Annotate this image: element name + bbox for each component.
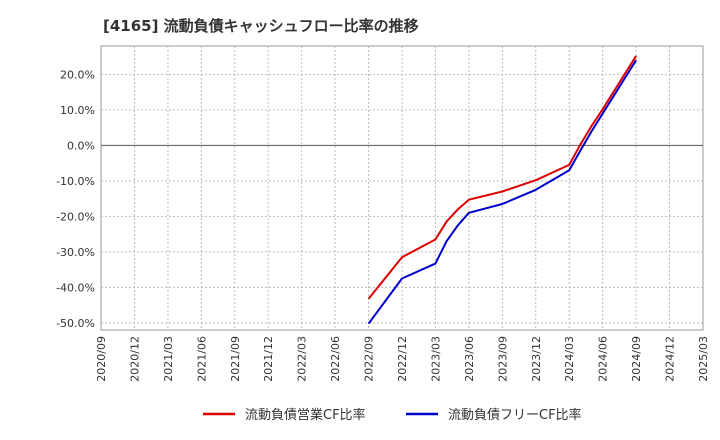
series-line-1 <box>367 55 637 300</box>
series-2-point <box>579 150 581 152</box>
series-1-point <box>535 179 537 181</box>
legend: 流動負債営業CF比率 流動負債フリーCF比率 <box>203 407 582 423</box>
chart-title: [4165] 流動負債キャッシュフロー比率の推移 <box>103 17 419 35</box>
series-2-point <box>591 130 593 132</box>
axis-layer: -50.0% -40.0% -30.0% -20.0% -10.0% 0.0% 10.0% 2… <box>56 68 710 381</box>
series-2-point <box>434 263 436 265</box>
series-2-point <box>368 323 370 325</box>
series-1-point <box>434 238 436 240</box>
x-tick-label: 2023/12 <box>530 336 543 382</box>
y-tick-label: 20.0% <box>60 68 95 81</box>
y-tick-label: -20.0% <box>56 210 95 223</box>
x-tick-label: 2024/06 <box>597 336 610 382</box>
series-1-point <box>579 144 581 146</box>
x-tick-label: 2021/06 <box>195 336 208 382</box>
series-2-point <box>401 278 403 280</box>
series-1-point <box>635 55 637 57</box>
series-1-point <box>468 199 470 201</box>
x-tick-label: 2023/03 <box>429 336 442 382</box>
y-tick-label: -10.0% <box>56 175 95 188</box>
series-2-point <box>635 59 637 61</box>
series-2-point <box>445 240 447 242</box>
y-tick-label: 10.0% <box>60 104 95 117</box>
series-layer <box>367 55 637 325</box>
x-tick-label: 2023/09 <box>496 336 509 382</box>
series-1-point <box>401 256 403 258</box>
x-tick-label: 2020/09 <box>95 336 108 382</box>
x-tick-label: 2024/03 <box>563 336 576 382</box>
series-2-point <box>501 203 503 205</box>
series-2-point <box>602 112 604 114</box>
x-tick-label: 2024/12 <box>664 336 677 382</box>
series-2-point <box>468 212 470 214</box>
series-1-point <box>591 125 593 127</box>
x-tick-label: 2021/09 <box>229 336 242 382</box>
x-tick-label: 2024/09 <box>630 336 643 382</box>
y-tick-label: -40.0% <box>56 281 95 294</box>
legend-label-2: 流動負債フリーCF比率 <box>448 407 582 423</box>
x-tick-label: 2020/12 <box>128 336 141 382</box>
legend-label-1: 流動負債営業CF比率 <box>245 407 366 423</box>
grid-layer <box>101 46 703 330</box>
series-1-point <box>568 164 570 166</box>
x-tick-label: 2023/06 <box>463 336 476 382</box>
series-1-point <box>501 191 503 193</box>
series-1-point <box>445 221 447 223</box>
x-tick-label: 2022/12 <box>396 336 409 382</box>
series-2-point <box>568 169 570 171</box>
x-tick-label: 2022/09 <box>363 336 376 382</box>
x-tick-label: 2021/12 <box>262 336 275 382</box>
x-tick-label: 2021/03 <box>162 336 175 382</box>
series-2-point <box>457 224 459 226</box>
y-tick-label: -30.0% <box>56 246 95 259</box>
series-line-2 <box>367 59 637 325</box>
x-tick-label: 2025/03 <box>697 336 710 382</box>
series-1-point <box>602 108 604 110</box>
x-tick-label: 2022/03 <box>296 336 309 382</box>
y-tick-label: -50.0% <box>56 317 95 330</box>
series-1-point <box>368 298 370 300</box>
x-tick-label: 2022/06 <box>329 336 342 382</box>
y-tick-label: 0.0% <box>67 139 95 152</box>
series-2-point <box>535 189 537 191</box>
series-1-point <box>457 208 459 210</box>
